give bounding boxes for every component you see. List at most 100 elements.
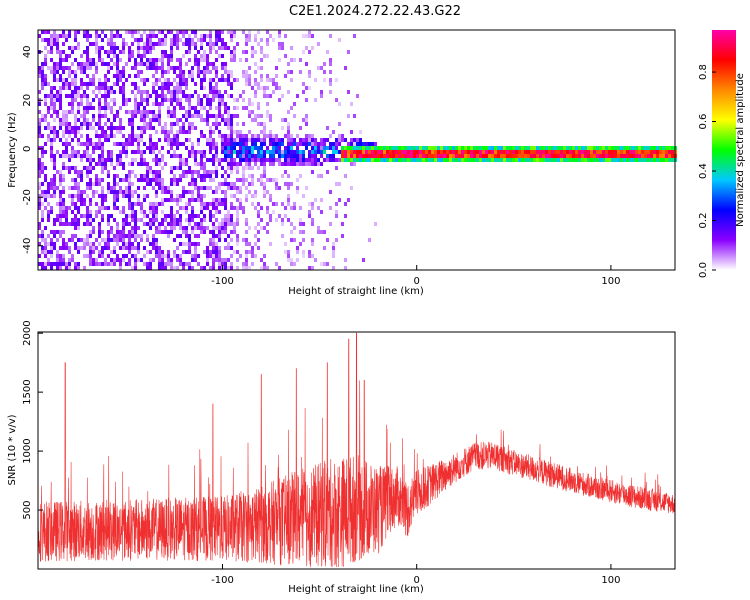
spectrogram-cell bbox=[185, 174, 188, 178]
spectrogram-cell bbox=[89, 254, 92, 258]
spectrogram-cell bbox=[44, 114, 47, 118]
spectrogram-cell bbox=[50, 90, 53, 94]
spectrogram-cell bbox=[119, 186, 122, 190]
spectrogram-cell bbox=[671, 146, 674, 150]
spectrogram-cell bbox=[149, 182, 152, 186]
spectrogram-cell bbox=[248, 162, 251, 166]
spectrogram-cell bbox=[557, 146, 560, 150]
spectrogram-cell bbox=[299, 230, 302, 234]
spectrogram-cell bbox=[590, 158, 593, 162]
spectrogram-cell bbox=[503, 158, 506, 162]
spectrogram-cell bbox=[221, 198, 224, 202]
spectrogram-cell bbox=[104, 90, 107, 94]
spectrogram-cell bbox=[161, 158, 164, 162]
spectrogram-cell bbox=[344, 258, 347, 262]
spectrogram-cell bbox=[371, 158, 374, 162]
spectrogram-cell bbox=[386, 146, 389, 150]
spectrogram-cell bbox=[425, 150, 428, 154]
spectrogram-cell bbox=[71, 222, 74, 226]
spectrogram-cell bbox=[260, 206, 263, 210]
spectrogram-cell bbox=[122, 90, 125, 94]
spectrogram-cell bbox=[164, 186, 167, 190]
spectrogram-cell bbox=[110, 42, 113, 46]
spectrogram-cell bbox=[305, 62, 308, 66]
spectrogram-cell bbox=[260, 154, 263, 158]
spectrogram-cell bbox=[50, 194, 53, 198]
spectrogram-cell bbox=[146, 262, 149, 266]
spectrogram-cell bbox=[455, 158, 458, 162]
spectrogram-cell bbox=[50, 206, 53, 210]
spectrogram-cell bbox=[38, 186, 41, 190]
spectrogram-cell bbox=[245, 242, 248, 246]
spectrogram-cell bbox=[200, 78, 203, 82]
spectrogram-cell bbox=[287, 134, 290, 138]
spectrogram-cell bbox=[653, 154, 656, 158]
spectrogram-cell bbox=[89, 78, 92, 82]
spectrogram-cell bbox=[221, 114, 224, 118]
spectrogram-cell bbox=[401, 158, 404, 162]
spectrogram-cell bbox=[155, 182, 158, 186]
spectrogram-cell bbox=[218, 246, 221, 250]
spectrogram-cell bbox=[305, 146, 308, 150]
spectrogram-cell bbox=[86, 206, 89, 210]
spectrogram-cell bbox=[191, 190, 194, 194]
spectrogram-cell bbox=[254, 194, 257, 198]
spectrogram-cell bbox=[41, 170, 44, 174]
spectrogram-cell bbox=[272, 134, 275, 138]
spectrogram-cell bbox=[122, 218, 125, 222]
spectrogram-cell bbox=[671, 154, 674, 158]
spectrogram-cell bbox=[266, 86, 269, 90]
spectrogram-cell bbox=[155, 190, 158, 194]
spectrogram-cell bbox=[65, 110, 68, 114]
spectrogram-cell bbox=[479, 146, 482, 150]
spectrogram-cell bbox=[140, 202, 143, 206]
spectrogram-cell bbox=[245, 222, 248, 226]
spectrogram-cell bbox=[272, 178, 275, 182]
spectrogram-cell bbox=[332, 158, 335, 162]
spectrogram-cell bbox=[125, 234, 128, 238]
spectrogram-cell bbox=[314, 146, 317, 150]
spectrogram-cell bbox=[302, 222, 305, 226]
spectrogram-cell bbox=[143, 106, 146, 110]
spectrogram-cell bbox=[176, 178, 179, 182]
spectrogram-cell bbox=[146, 114, 149, 118]
spectrogram-cell bbox=[134, 114, 137, 118]
spectrogram-cell bbox=[110, 130, 113, 134]
spectrogram-cell bbox=[257, 102, 260, 106]
spectrogram-cell bbox=[149, 150, 152, 154]
spectrogram-cell bbox=[185, 130, 188, 134]
spectrogram-cell bbox=[59, 74, 62, 78]
spectrogram-cell bbox=[80, 78, 83, 82]
spectrogram-cell bbox=[248, 150, 251, 154]
spectrogram-cell bbox=[182, 158, 185, 162]
spectrogram-cell bbox=[56, 114, 59, 118]
spectrogram-cell bbox=[398, 154, 401, 158]
spectrogram-cell bbox=[212, 246, 215, 250]
spectrogram-cell bbox=[62, 178, 65, 182]
spectrogram-cell bbox=[320, 66, 323, 70]
spectrogram-cell bbox=[161, 130, 164, 134]
spectrogram-cell bbox=[101, 82, 104, 86]
spectrogram-cell bbox=[167, 54, 170, 58]
spectrogram-cell bbox=[122, 98, 125, 102]
spectrogram-cell bbox=[113, 174, 116, 178]
spectrogram-cell bbox=[242, 154, 245, 158]
spectrogram-cell bbox=[326, 138, 329, 142]
spectrogram-cell bbox=[146, 110, 149, 114]
spectrogram-cell bbox=[260, 50, 263, 54]
spectrogram-cell bbox=[302, 154, 305, 158]
spectrogram-cell bbox=[347, 50, 350, 54]
spectrogram-cell bbox=[278, 150, 281, 154]
spectrogram-cell bbox=[116, 242, 119, 246]
spectrogram-cell bbox=[182, 34, 185, 38]
spectrogram-cell bbox=[167, 254, 170, 258]
spectrogram-cell bbox=[224, 206, 227, 210]
spectrogram-cell bbox=[119, 230, 122, 234]
spectrogram-cell bbox=[143, 46, 146, 50]
spectrogram-cell bbox=[68, 86, 71, 90]
spectrogram-cell bbox=[659, 146, 662, 150]
spectrogram-cell bbox=[107, 174, 110, 178]
spectrogram-cell bbox=[56, 110, 59, 114]
spectrogram-cell bbox=[425, 146, 428, 150]
spectrogram-cell bbox=[524, 158, 527, 162]
